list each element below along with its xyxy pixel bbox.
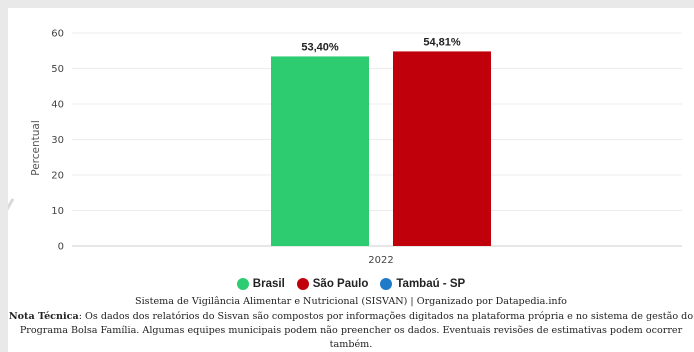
y-tick-label: 0 <box>58 242 64 253</box>
technical-note-text: : Os dados dos relatórios do Sisvan são … <box>78 311 694 322</box>
technical-note-line-3: também. <box>329 339 373 350</box>
legend-item[interactable]: Brasil <box>236 278 285 290</box>
technical-note-line-2: Programa Bolsa Família. Algumas equipes … <box>19 325 683 336</box>
bar-chart: 0 10 20 30 40 50 60 Percentual 53,40% 54,81% 20… <box>30 29 682 266</box>
technical-note: Nota Técnica: Os dados dos relatórios do… <box>8 310 694 324</box>
x-axis: 2022 <box>368 255 393 266</box>
legend-swatch <box>296 278 309 290</box>
legend-swatch <box>236 278 249 290</box>
y-tick-label: 40 <box>51 100 64 111</box>
bars: 53,40% 54,81% <box>271 36 491 247</box>
y-tick-label: 60 <box>51 29 64 40</box>
source-text: Sistema de Vigilância Alimentar e Nutric… <box>135 296 567 307</box>
legend-label: Tambaú - SP <box>396 278 466 290</box>
footer-notes: Sistema de Vigilância Alimentar e Nutric… <box>8 295 694 352</box>
y-tick-label: 30 <box>51 135 64 146</box>
legend: Brasil São Paulo Tambaú - SP <box>8 274 694 294</box>
y-tick-label: 50 <box>51 64 64 75</box>
legend-item[interactable]: Tambaú - SP <box>380 278 465 290</box>
bar-data-label: 53,40% <box>301 41 339 53</box>
y-tick-label: 20 <box>51 171 64 182</box>
technical-note-label: Nota Técnica <box>8 311 79 322</box>
legend-item[interactable]: São Paulo <box>296 278 369 290</box>
legend-label: Brasil <box>252 278 285 290</box>
x-tick-label: 2022 <box>368 255 393 266</box>
legend-swatch <box>380 278 393 290</box>
legend-label: São Paulo <box>312 278 369 290</box>
y-axis: 0 10 20 30 40 50 60 <box>51 29 64 253</box>
bar[interactable] <box>271 56 369 247</box>
y-axis-label: Percentual <box>30 120 42 176</box>
y-tick-label: 10 <box>51 206 64 217</box>
bar-data-label: 54,81% <box>423 36 461 48</box>
bar[interactable] <box>393 51 491 246</box>
chart-card: 0 10 20 30 40 50 60 Percentual 53,40% 54,81% 20… <box>8 8 694 352</box>
grid-lines <box>72 32 682 247</box>
